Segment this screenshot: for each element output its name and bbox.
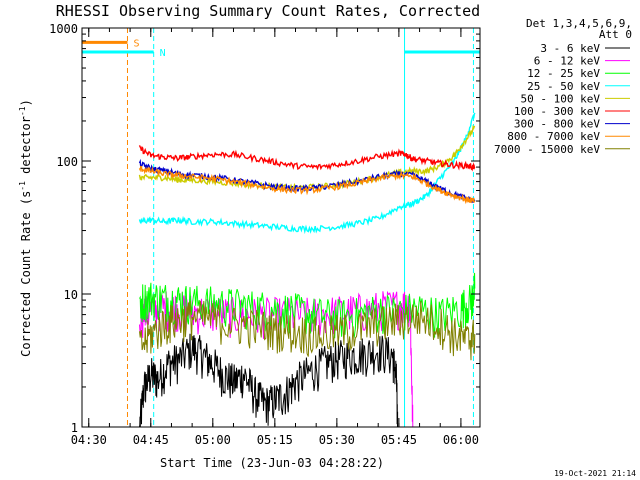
y-axis-label-main: Corrected Count Rate (s bbox=[19, 191, 33, 357]
footer-date: 19-Oct-2021 21:14 bbox=[554, 469, 636, 478]
x-tick-label: 04:30 bbox=[71, 433, 107, 447]
flag-label-N: N bbox=[160, 48, 166, 59]
legend-header-attenuator: Att 0 bbox=[599, 28, 632, 41]
legend-entry-2: 12 - 25 keV bbox=[527, 67, 600, 80]
y-axis-label-mid: detector bbox=[19, 116, 33, 181]
series-line-6 bbox=[138, 158, 476, 204]
x-tick-label: 04:45 bbox=[133, 433, 169, 447]
flag-label-S: S bbox=[133, 38, 139, 49]
axes: 1 10 100 1000 04:30 04:45 05:00 05:15 05:30 05:45… bbox=[49, 22, 481, 447]
legend-entry-0: 3 - 6 keV bbox=[540, 42, 600, 55]
legend-entry-5: 100 - 300 keV bbox=[514, 105, 600, 118]
x-tick-label: 05:45 bbox=[381, 433, 417, 447]
flag-bars: SN bbox=[82, 38, 480, 59]
y-tick-label: 10 bbox=[64, 288, 78, 302]
legend-entry-8: 7000 - 15000 keV bbox=[494, 143, 600, 156]
series-line-0 bbox=[139, 333, 399, 428]
y-axis-label-end: ) bbox=[19, 99, 33, 106]
chart-title: RHESSI Observing Summary Count Rates, Co… bbox=[56, 2, 480, 20]
series-line-5 bbox=[138, 145, 476, 172]
x-tick-label: 06:00 bbox=[443, 433, 479, 447]
series-line-8 bbox=[139, 300, 476, 361]
y-tick-label: 1 bbox=[71, 421, 78, 435]
legend-entry-3: 25 - 50 keV bbox=[527, 80, 600, 93]
legend-entry-1: 6 - 12 keV bbox=[534, 55, 601, 68]
y-axis-label: Corrected Count Rate (s-1 detector-1) bbox=[18, 99, 33, 357]
legend-header-detectors: Det 1,3,4,5,6,9, bbox=[526, 17, 632, 30]
y-axis-label-sup2: -1 bbox=[18, 106, 27, 116]
series-line-7 bbox=[138, 165, 476, 205]
series-lines bbox=[138, 112, 476, 428]
x-tick-label: 05:15 bbox=[257, 433, 293, 447]
plot-frame bbox=[81, 27, 481, 428]
legend-entry-7: 800 - 7000 keV bbox=[507, 130, 600, 143]
x-tick-label: 05:00 bbox=[195, 433, 231, 447]
y-tick-label: 1000 bbox=[49, 22, 78, 36]
series-line-1 bbox=[139, 290, 414, 428]
x-axis-label: Start Time (23-Jun-03 04:28:22) bbox=[160, 456, 384, 470]
x-tick-label: 05:30 bbox=[319, 433, 355, 447]
series-line-3 bbox=[138, 112, 476, 235]
y-axis-label-sup1: -1 bbox=[18, 181, 27, 191]
legend-entry-4: 50 - 100 keV bbox=[521, 92, 601, 105]
svg-text:Corrected Count Rate (s-1 dete: Corrected Count Rate (s-1 detector-1) bbox=[18, 99, 33, 357]
legend-entry-6: 300 - 800 keV bbox=[514, 118, 600, 131]
y-tick-label: 100 bbox=[56, 155, 78, 169]
